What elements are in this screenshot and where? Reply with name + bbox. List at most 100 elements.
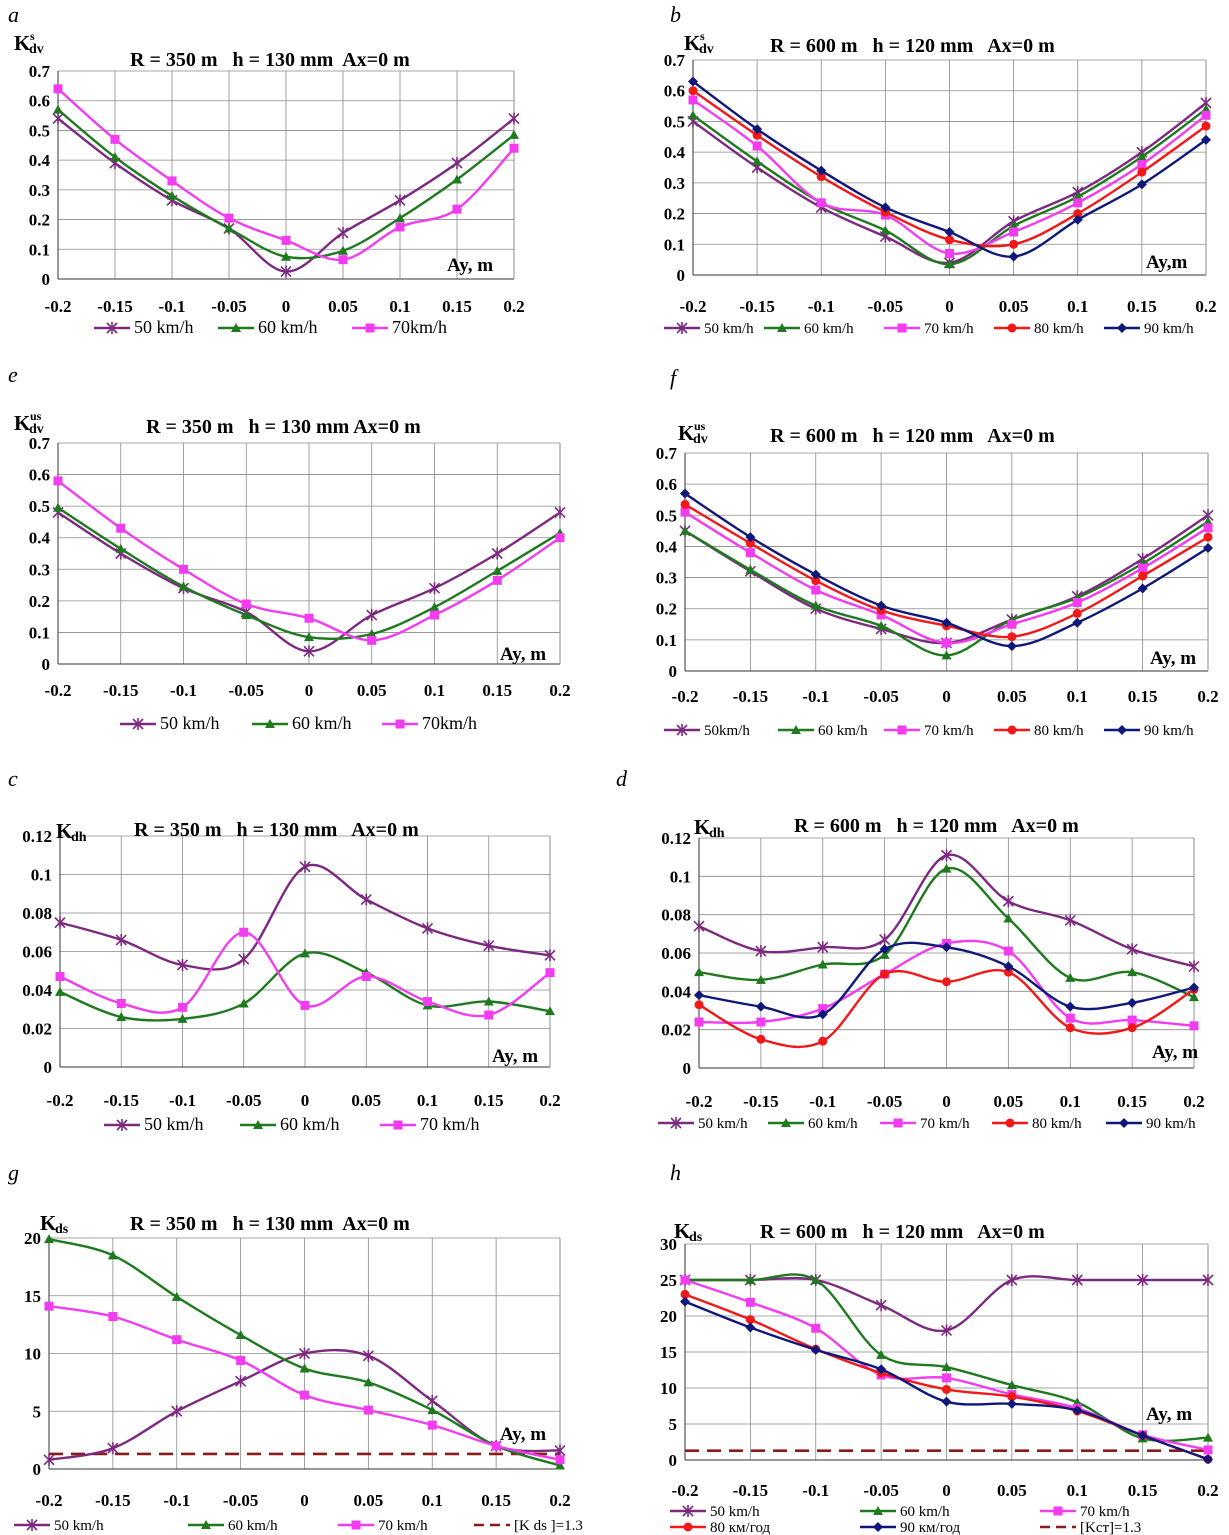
- y-tick-label: 0.02: [22, 1020, 52, 1039]
- data-point: [362, 1349, 374, 1362]
- x-axis-label: Ay, m: [500, 644, 546, 665]
- data-point: [945, 235, 954, 245]
- data-point: [107, 1442, 119, 1455]
- legend-label: 90 km/h: [1146, 1116, 1196, 1132]
- y-tick-label: 0: [44, 1058, 53, 1077]
- legend-item: 70 km/h: [380, 1114, 480, 1134]
- data-point: [680, 525, 690, 535]
- data-point: [1201, 121, 1211, 131]
- data-point: [941, 942, 952, 953]
- data-point: [941, 1396, 952, 1407]
- data-point: [1003, 967, 1013, 977]
- x-tick-label: -0.05: [868, 297, 903, 316]
- data-point: [366, 609, 378, 622]
- data-point: [483, 939, 495, 952]
- x-tick-label: 0.15: [1128, 687, 1158, 706]
- data-point: [361, 972, 371, 982]
- panel-h: h 0 5 10 15 20 25 30 -0.2 -0.15 -0.1 -0.05 0 0.05 0.1 0…: [660, 1160, 1219, 1535]
- data-point: [876, 1349, 887, 1359]
- y-tick-label: 0.2: [656, 600, 677, 619]
- x-tick-label: -0.1: [802, 687, 829, 706]
- data-point: [818, 1036, 828, 1046]
- data-point: [428, 582, 441, 595]
- data-point: [810, 1344, 821, 1355]
- panel-f: f 0 0.1 0.2 0.3 0.4 0.5 0.6 0.7 -0.2 -0.15 -0.1 -0.0…: [656, 365, 1219, 739]
- data-point: [810, 600, 821, 610]
- legend-marker: [393, 1120, 403, 1130]
- y-label-main: K: [684, 31, 701, 55]
- y-axis-label: Kds: [40, 1211, 69, 1237]
- data-point: [810, 1275, 821, 1284]
- data-point: [452, 174, 462, 184]
- data-point: [303, 645, 315, 658]
- data-point: [1127, 967, 1138, 977]
- x-tick-label: 0: [301, 1091, 310, 1110]
- data-point: [875, 1299, 887, 1312]
- data-point: [1007, 632, 1017, 642]
- panel-g: g 0 5 10 15 20 -0.2 -0.15 -0.1 -0.05 0 0.05 0.1 0.15 0…: [8, 1160, 583, 1534]
- legend-marker: [231, 323, 241, 332]
- legend-label: 60 km/h: [804, 321, 854, 337]
- data-point: [167, 190, 177, 200]
- data-point: [1203, 1445, 1213, 1455]
- x-tick-label: -0.05: [211, 297, 246, 316]
- y-tick-label: 0.4: [656, 537, 678, 556]
- legend-label: 50 km/h: [54, 1518, 104, 1534]
- data-point: [1203, 523, 1213, 533]
- data-point: [224, 223, 234, 233]
- legend-marker: [682, 1505, 694, 1517]
- x-tick-label: 0: [305, 681, 314, 700]
- data-point: [43, 1453, 55, 1466]
- data-point: [1007, 1392, 1017, 1402]
- y-tick-label: 0.2: [664, 205, 685, 224]
- y-tick-label: 10: [24, 1345, 41, 1364]
- legend-marker: [781, 1118, 791, 1127]
- chart-title: R = 600 m h = 120 mm Ax=0 m: [770, 425, 1055, 447]
- x-tick-label: 0.15: [1117, 1092, 1147, 1111]
- chart-title: R = 350 m h = 130 mm Ax=0 m: [130, 49, 410, 71]
- data-point: [427, 1420, 437, 1430]
- x-tick-label: 0: [942, 1481, 951, 1500]
- x-tick-label: -0.15: [104, 1091, 139, 1110]
- legend: 50 km/h 60 km/h 70 km/h 80 км/год 90 км/год […: [670, 1504, 1141, 1535]
- legend-label: 60 km/h: [808, 1116, 858, 1132]
- data-point: [1065, 1023, 1075, 1033]
- x-axis-label: Ay, m: [1152, 1042, 1198, 1063]
- legend-label: 70 km/h: [378, 1518, 428, 1534]
- data-point: [116, 1011, 127, 1021]
- y-label-sub: dv: [699, 42, 714, 57]
- data-point: [816, 165, 827, 176]
- legend-marker: [791, 725, 801, 734]
- data-point: [688, 110, 698, 120]
- y-tick-label: 0.12: [22, 827, 52, 846]
- panel-letter: e: [8, 362, 18, 387]
- legend-item: 90 km/h: [1104, 321, 1194, 337]
- legend-label: 60 km/h: [818, 723, 868, 739]
- data-point: [363, 1377, 374, 1387]
- y-tick-label: 0.3: [656, 569, 677, 588]
- data-point: [1006, 1380, 1017, 1390]
- panel-letter: b: [670, 2, 681, 27]
- x-tick-label: 0.15: [1127, 297, 1157, 316]
- series-90-km-h: [688, 76, 1211, 262]
- data-point: [554, 1444, 566, 1457]
- data-point: [555, 1455, 565, 1465]
- data-point: [1065, 972, 1076, 982]
- data-point: [940, 849, 953, 862]
- data-point: [941, 1362, 952, 1372]
- data-point: [554, 506, 566, 519]
- y-tick-label: 0.02: [661, 1021, 691, 1040]
- data-point: [224, 213, 234, 223]
- data-point: [115, 543, 126, 553]
- legend-item: 60 km/h: [860, 1504, 950, 1520]
- legend-item: 50 km/h: [120, 713, 220, 733]
- data-point: [694, 990, 704, 1001]
- data-point: [941, 863, 952, 873]
- y-tick-label: 0.7: [656, 444, 678, 463]
- data-point: [817, 941, 829, 954]
- panel-letter: h: [670, 1160, 681, 1185]
- data-point: [452, 204, 462, 214]
- y-tick-label: 0: [669, 1451, 678, 1470]
- data-point: [300, 1000, 310, 1010]
- y-tick-label: 0: [669, 662, 678, 681]
